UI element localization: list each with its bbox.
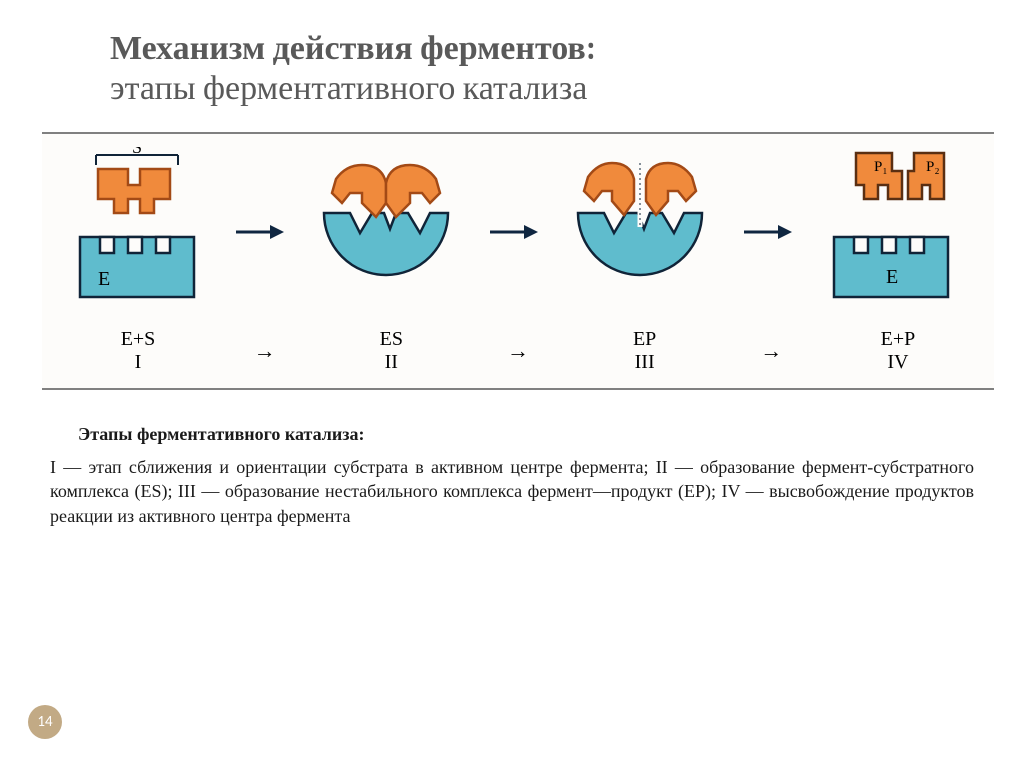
stage-1: S E [62, 147, 212, 317]
title-line-2: этапы ферментативного катализа [110, 68, 974, 108]
slide-number-badge: 14 [28, 705, 62, 739]
arrow-3-icon [740, 217, 794, 247]
stage-labels-row: E+S I → ES II → EP III → E+P IV [56, 322, 980, 374]
stage-4-svg: P₁ P₂ E [814, 147, 974, 317]
label-arrow-1-icon: → [254, 338, 276, 364]
arrow-2-icon [486, 217, 540, 247]
product-p1: P₁ [856, 153, 902, 199]
label-P2: P₂ [926, 159, 940, 175]
stage-2 [306, 147, 466, 317]
stage-3 [560, 147, 720, 317]
caption-heading: Этапы ферментативного катализа: [50, 424, 974, 445]
stage-2-roman: II [321, 351, 461, 374]
stage-label-1: E+S I [68, 328, 208, 374]
diagram-stages: S E [56, 142, 980, 322]
arrow-1-icon [232, 217, 286, 247]
substrate-bound [332, 165, 440, 217]
title-line-1: Механизм действия ферментов: [110, 28, 974, 68]
stage-1-svg: S E [62, 147, 212, 317]
stage-3-roman: III [575, 351, 715, 374]
slide-title: Механизм действия ферментов: этапы ферме… [0, 0, 1024, 126]
label-E: E [98, 268, 110, 290]
stage-2-eq: ES [321, 328, 461, 351]
stage-2-svg [306, 147, 466, 317]
caption: Этапы ферментативного катализа: I — этап… [0, 390, 1024, 528]
substrate-shape [98, 169, 170, 213]
label-arrow-3-icon: → [760, 338, 782, 364]
label-arrow-2-icon: → [507, 338, 529, 364]
stage-4-eq: E+P [828, 328, 968, 351]
stage-label-3: EP III [575, 328, 715, 374]
stage-4: P₁ P₂ E [814, 147, 974, 317]
caption-body: I — этап сближения и ориентации субстрат… [50, 455, 974, 528]
label-P1: P₁ [874, 159, 888, 175]
stage-label-2: ES II [321, 328, 461, 374]
product-p2: P₂ [908, 153, 944, 199]
label-S: S [132, 147, 142, 157]
diagram-frame: S E [42, 132, 994, 390]
stage-4-roman: IV [828, 351, 968, 374]
stage-3-svg [560, 147, 720, 317]
stage-1-roman: I [68, 351, 208, 374]
stage-1-eq: E+S [68, 328, 208, 351]
label-E-4: E [886, 266, 898, 288]
stage-3-eq: EP [575, 328, 715, 351]
stage-label-4: E+P IV [828, 328, 968, 374]
